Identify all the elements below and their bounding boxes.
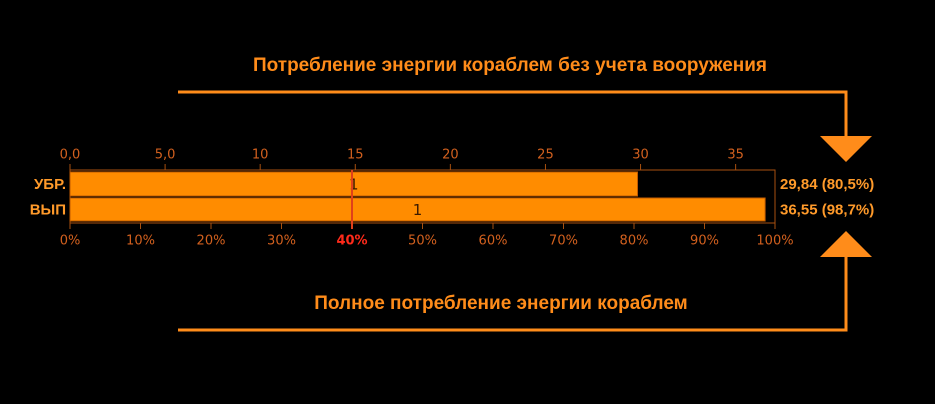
- annotation: Потребление энергии кораблем без учета в…: [253, 55, 767, 76]
- arrow-line: [178, 254, 848, 332]
- x-tick-label: 5,0: [155, 148, 176, 163]
- arrow-line: [178, 90, 848, 140]
- bar: [69, 171, 638, 197]
- x-tick-label: 10: [252, 148, 269, 163]
- arrow-head: [820, 136, 872, 162]
- value-label: 29,84 (80,5%): [780, 176, 874, 193]
- x2-tick-label: 20%: [197, 234, 226, 249]
- x-tick-label: 15: [347, 148, 364, 163]
- x-tick-label: 0,0: [60, 148, 81, 163]
- x2-tick-label: 50%: [408, 234, 437, 249]
- bar: [69, 197, 766, 222]
- x-tick-label: 30: [632, 148, 649, 163]
- category-label: УБР.: [34, 176, 66, 193]
- x2-tick-label: 90%: [690, 234, 719, 249]
- x2-tick-label: 0%: [60, 234, 81, 249]
- value-label: 36,55 (98,7%): [780, 201, 874, 218]
- x2-tick-label: 70%: [549, 234, 578, 249]
- annotation: Полное потребление энергии кораблем: [314, 293, 687, 314]
- arrow-head: [820, 231, 872, 257]
- x2-tick-label: 30%: [267, 234, 296, 249]
- bar-label: 1: [413, 201, 423, 219]
- x-tick-label: 20: [442, 148, 459, 163]
- x2-tick-label: 40%: [336, 234, 367, 249]
- x-tick-label: 35: [727, 148, 744, 163]
- category-label: ВЫП: [30, 201, 66, 218]
- x2-tick-label: 100%: [756, 234, 793, 249]
- bar-label: 1: [349, 176, 359, 194]
- x2-tick-label: 10%: [126, 234, 155, 249]
- x-tick-label: 25: [537, 148, 554, 163]
- x2-tick-label: 80%: [620, 234, 649, 249]
- x2-tick-label: 60%: [479, 234, 508, 249]
